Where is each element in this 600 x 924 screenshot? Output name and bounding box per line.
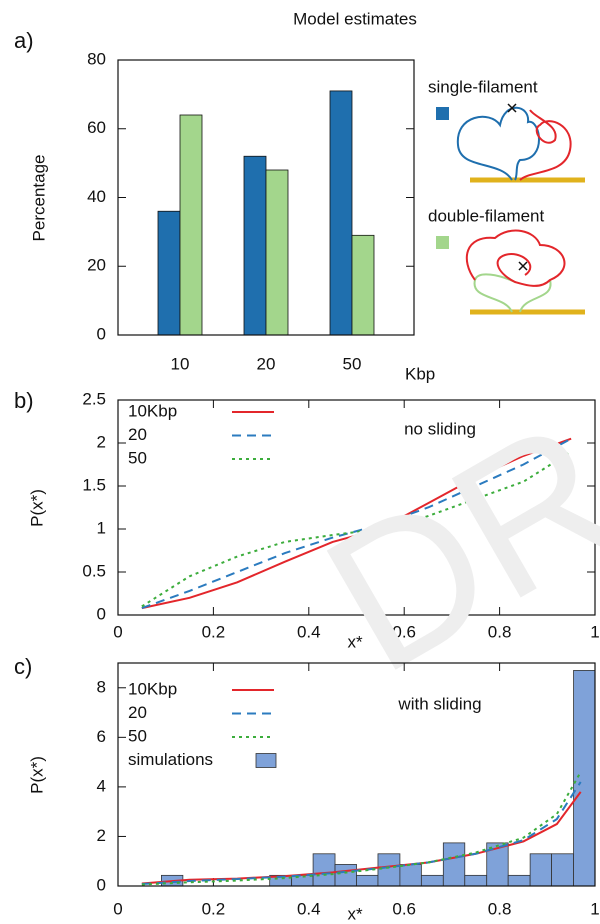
line — [141, 781, 582, 886]
single-filament-diagram — [456, 103, 585, 183]
bar — [157, 210, 181, 336]
y-tick-label: 80 — [87, 49, 106, 68]
y-tick-label: 1.5 — [82, 475, 106, 494]
y-tick-label: 60 — [87, 118, 106, 137]
histogram-bar — [420, 874, 444, 887]
legend-label: 50 — [128, 726, 147, 745]
bar — [179, 114, 203, 336]
chart-title: Model estimates — [293, 9, 417, 28]
panel-label: a) — [14, 28, 34, 53]
x-tick-label: 0.8 — [488, 899, 512, 918]
y-tick-label: 2 — [97, 826, 106, 845]
double-filament-diagram — [465, 229, 585, 315]
x-tick-label: 0.2 — [202, 899, 226, 918]
legend-label: 50 — [128, 448, 147, 467]
x-tick-label: 50 — [343, 354, 362, 373]
y-tick-label: 0 — [97, 324, 106, 343]
x-tick-label: 0 — [113, 899, 122, 918]
line — [141, 771, 582, 886]
y-tick-label: 0 — [97, 604, 106, 623]
x-tick-label: 1 — [590, 622, 599, 641]
line — [141, 437, 572, 610]
line — [141, 791, 582, 885]
x-axis-label: x* — [347, 904, 363, 923]
legend-label: 20 — [128, 425, 147, 444]
histogram-bar — [573, 670, 596, 887]
histogram-bar — [356, 874, 379, 887]
histogram-bar — [464, 874, 488, 887]
y-tick-label: 0.5 — [82, 561, 106, 580]
y-tick-label: 1 — [97, 518, 106, 537]
legend-label: 20 — [128, 703, 147, 722]
y-axis-label: Percentage — [29, 155, 48, 242]
y-axis-label: P(x*) — [27, 489, 46, 527]
y-tick-label: 40 — [87, 187, 106, 206]
x-tick-label: 0.4 — [297, 899, 321, 918]
histogram-bar — [551, 853, 574, 887]
y-tick-label: 2.5 — [82, 389, 106, 408]
x-tick-label: 0.6 — [392, 622, 416, 641]
x-tick-label: 0.2 — [202, 622, 226, 641]
legend-label: simulations — [128, 750, 213, 769]
plot-frame — [117, 399, 596, 616]
legend-label: 10Kbp — [128, 679, 177, 698]
histogram-bar — [442, 842, 466, 887]
legend-swatch — [436, 107, 449, 120]
histogram-bar — [399, 864, 422, 887]
bar — [243, 155, 267, 336]
histogram-bar — [507, 874, 531, 887]
legend-label: 10Kbp — [128, 401, 177, 420]
legend-label: double-filament — [428, 206, 545, 225]
plot-frame — [117, 662, 596, 887]
x-axis-label: Kbp — [405, 364, 435, 383]
x-tick-label: 0.4 — [297, 622, 321, 641]
y-tick-label: 20 — [87, 256, 106, 275]
x-tick-label: 0.8 — [488, 622, 512, 641]
x-tick-label: 0.6 — [392, 899, 416, 918]
x-axis-label: x* — [347, 632, 363, 651]
histogram-bar — [312, 853, 336, 887]
bar — [265, 169, 289, 336]
legend-swatch — [255, 753, 277, 768]
x-tick-label: 1 — [590, 899, 599, 918]
histogram-bar — [529, 853, 552, 887]
legend-label: single-filament — [428, 77, 538, 96]
panel-label: c) — [14, 654, 32, 679]
histogram-bar — [377, 853, 401, 887]
bar — [351, 234, 375, 336]
annotation: no sliding — [404, 419, 476, 438]
x-tick-label: 0 — [113, 622, 122, 641]
x-tick-label: 20 — [257, 354, 276, 373]
y-tick-label: 0 — [97, 875, 106, 894]
x-tick-label: 10 — [171, 354, 190, 373]
panel-label: b) — [14, 388, 34, 413]
annotation: with sliding — [397, 694, 481, 713]
y-tick-label: 4 — [97, 776, 106, 795]
legend-swatch — [436, 236, 449, 249]
y-tick-label: 8 — [97, 677, 106, 696]
histogram-bar — [334, 864, 357, 887]
y-axis-label: P(x*) — [27, 756, 46, 794]
y-tick-label: 2 — [97, 432, 106, 451]
line — [141, 437, 572, 610]
y-tick-label: 6 — [97, 727, 106, 746]
plot-frame — [117, 59, 415, 336]
bar — [329, 90, 353, 336]
line — [141, 450, 572, 608]
